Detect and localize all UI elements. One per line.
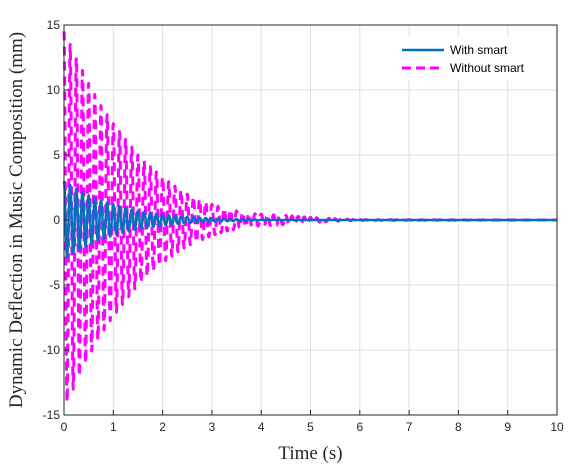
- x-tick-label: 8: [455, 420, 462, 434]
- y-tick-label: -10: [43, 343, 61, 357]
- y-tick-label: 15: [47, 18, 61, 32]
- y-axis-title: Dynamic Deflection in Music Composition …: [6, 32, 27, 408]
- x-tick-label: 2: [159, 420, 166, 434]
- series-line-without-smart: [62, 31, 559, 404]
- y-tick-label: 5: [53, 148, 60, 162]
- x-tick-label: 6: [356, 420, 363, 434]
- legend: With smart Without smart: [392, 37, 547, 79]
- y-tick-label: -5: [49, 278, 60, 292]
- y-tick-label: 0: [53, 213, 60, 227]
- x-axis-title: Time (s): [278, 443, 342, 464]
- legend-box: [392, 37, 547, 79]
- y-tick-label: -15: [43, 408, 61, 422]
- x-tick-label: 3: [209, 420, 216, 434]
- legend-label-with-smart: With smart: [450, 43, 508, 57]
- tick-labels: 0 1 2 3 4 5 6 7 8 9 10 -15 -10 -5 0 5 10 15: [43, 18, 564, 434]
- x-tick-label: 5: [307, 420, 314, 434]
- x-tick-label: 4: [258, 420, 265, 434]
- legend-label-without-smart: Without smart: [450, 61, 525, 75]
- x-tick-label: 9: [504, 420, 511, 434]
- y-tick-label: 10: [47, 83, 61, 97]
- x-tick-label: 7: [406, 420, 413, 434]
- series-line-with-smart: [62, 180, 559, 259]
- x-tick-label: 1: [110, 420, 117, 434]
- series-layer: [62, 31, 559, 404]
- x-tick-label: 10: [550, 420, 564, 434]
- x-tick-label: 0: [61, 420, 68, 434]
